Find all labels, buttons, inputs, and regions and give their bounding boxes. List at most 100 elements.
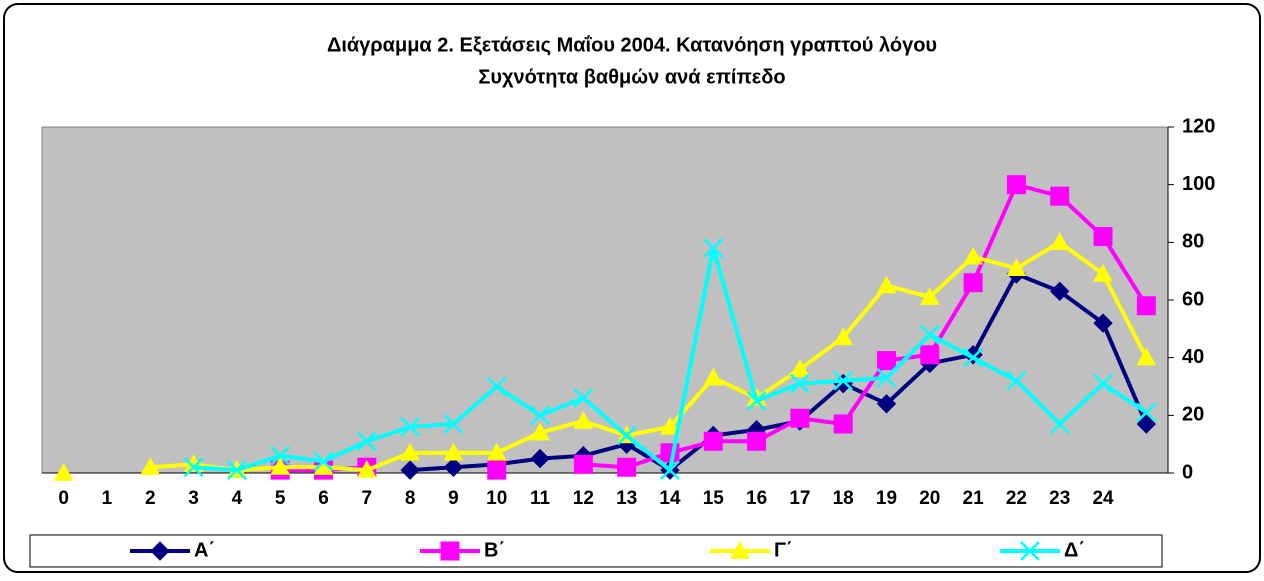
marker: [746, 391, 767, 411]
chart-subtitle: Συχνότητα βαθμών ανά επίπεδο: [478, 66, 785, 88]
marker: [1049, 232, 1070, 251]
x-tick-label: 12: [573, 488, 594, 509]
y-tick-label: 20: [1182, 404, 1204, 426]
marker: [1093, 313, 1113, 333]
marker: [963, 246, 983, 265]
marker: [356, 431, 377, 452]
x-tick-label: 0: [58, 488, 69, 509]
x-tick-label: 10: [486, 488, 507, 509]
x-tick-label: 13: [616, 488, 637, 509]
x-tick-label: 14: [659, 488, 681, 509]
x-tick-label: 6: [318, 488, 329, 509]
marker: [443, 457, 464, 477]
marker: [487, 460, 507, 480]
marker: [400, 416, 420, 437]
marker: [443, 442, 464, 461]
marker: [1136, 414, 1157, 434]
x-tick-label: 15: [703, 488, 725, 509]
x-tick-label: 4: [232, 488, 243, 509]
marker: [530, 422, 550, 441]
marker: [1050, 186, 1070, 206]
marker: [400, 460, 420, 480]
y-tick-label: 40: [1182, 346, 1204, 368]
y-tick-label: 0: [1182, 461, 1193, 483]
marker: [1136, 402, 1157, 423]
marker: [270, 457, 291, 475]
x-tick-label: 11: [530, 488, 551, 509]
legend-label: Γ΄: [774, 539, 793, 561]
y-tick-label: 80: [1182, 231, 1204, 253]
marker: [183, 457, 204, 478]
marker: [919, 287, 940, 305]
legend-label: Δ΄: [1064, 539, 1085, 561]
x-tick-label: 18: [833, 488, 854, 509]
marker: [1006, 370, 1027, 391]
marker: [747, 431, 767, 451]
marker: [963, 347, 983, 368]
x-tick-label: 23: [1049, 488, 1070, 509]
y-tick-label: 60: [1182, 288, 1204, 310]
marker: [150, 541, 170, 561]
chart-title: Διάγραμμα 2. Εξετάσεις Μαΐου 2004. Καταν…: [327, 34, 937, 56]
x-tick-label: 21: [963, 488, 985, 509]
marker: [703, 431, 723, 451]
marker: [833, 327, 854, 346]
legend-label: Α΄: [194, 539, 215, 561]
x-tick-label: 22: [1006, 488, 1027, 509]
marker: [616, 425, 637, 446]
x-tick-label: 7: [362, 488, 373, 509]
marker: [270, 445, 291, 466]
marker: [919, 324, 940, 345]
x-tick-label: 1: [102, 488, 113, 509]
x-tick-label: 3: [188, 488, 199, 509]
marker: [660, 416, 680, 435]
marker: [573, 454, 593, 474]
x-tick-label: 24: [1092, 488, 1114, 509]
marker: [1136, 347, 1157, 366]
marker: [486, 376, 507, 397]
marker: [790, 408, 810, 428]
marker: [400, 442, 420, 461]
y-tick-label: 120: [1182, 115, 1215, 137]
marker: [920, 345, 940, 365]
marker: [877, 351, 896, 371]
marker: [573, 411, 594, 429]
marker: [730, 540, 750, 559]
marker: [660, 460, 680, 481]
marker: [617, 457, 637, 477]
marker: [486, 442, 507, 461]
marker: [963, 273, 983, 293]
marker: [876, 275, 897, 294]
marker: [1020, 541, 1040, 561]
marker: [530, 405, 550, 426]
x-tick-label: 5: [275, 488, 286, 509]
marker: [876, 367, 897, 388]
marker: [573, 388, 594, 408]
marker: [227, 460, 247, 481]
x-tick-label: 9: [448, 488, 459, 509]
marker: [1050, 281, 1070, 302]
marker: [53, 462, 74, 481]
marker: [356, 460, 377, 478]
marker: [1093, 373, 1113, 394]
x-tick-label: 20: [919, 488, 940, 509]
marker: [790, 359, 810, 377]
plot-area: [41, 126, 1169, 474]
x-tick-label: 8: [405, 488, 416, 509]
x-tick-label: 17: [789, 488, 810, 509]
marker: [833, 370, 854, 391]
marker: [1006, 258, 1027, 276]
marker: [440, 541, 460, 561]
legend-label: Β΄: [484, 539, 505, 561]
marker: [1136, 296, 1156, 316]
marker: [313, 451, 334, 472]
marker: [1006, 175, 1026, 195]
marker: [703, 238, 724, 258]
marker: [1093, 227, 1113, 247]
marker: [1049, 414, 1070, 434]
x-tick-label: 2: [145, 488, 156, 509]
legend: [29, 534, 1163, 568]
marker: [876, 394, 897, 414]
marker: [530, 448, 550, 469]
